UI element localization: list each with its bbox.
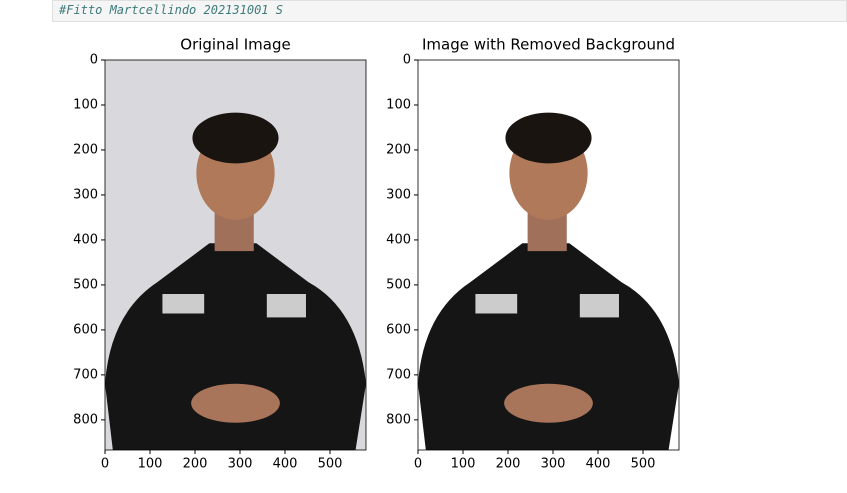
hair [192,112,279,164]
axes-title: Original Image [180,36,290,54]
x-tick-label: 400 [586,457,611,472]
person [418,112,679,450]
y-tick-label: 400 [386,232,411,247]
y-tick-label: 700 [386,367,411,382]
x-tick-label: 0 [414,457,422,472]
y-tick-label: 700 [73,367,98,382]
x-tick-label: 200 [496,457,521,472]
x-tick-label: 500 [631,457,656,472]
hair [505,112,592,164]
logo [579,294,619,318]
y-tick-label: 300 [386,187,411,202]
y-tick-label: 400 [73,232,98,247]
logo [266,294,306,318]
axes-frame [104,59,367,451]
y-tick-label: 600 [386,322,411,337]
axes-title: Image with Removed Background [422,36,675,54]
y-tick-label: 800 [386,412,411,427]
logo [475,294,518,314]
y-tick-label: 500 [386,277,411,292]
logo [162,294,205,314]
x-tick-label: 400 [273,457,298,472]
y-tick-label: 300 [73,187,98,202]
y-tick-label: 100 [386,97,411,112]
hands [504,383,593,423]
y-tick-label: 0 [403,53,411,68]
x-tick-label: 300 [228,457,253,472]
x-tick-label: 300 [541,457,566,472]
person [105,112,366,450]
y-tick-label: 100 [73,97,98,112]
x-tick-label: 200 [183,457,208,472]
y-tick-label: 600 [73,322,98,337]
y-tick-label: 800 [73,412,98,427]
x-tick-label: 100 [138,457,163,472]
y-tick-label: 500 [73,277,98,292]
y-tick-label: 200 [73,142,98,157]
axes-frame [417,59,680,451]
x-tick-label: 0 [101,457,109,472]
code-cell[interactable]: #Fitto Martcellindo 202131001 S [52,0,847,22]
y-tick-label: 0 [90,53,98,68]
code-line: #Fitto Martcellindo 202131001 S [59,3,283,17]
x-tick-label: 100 [451,457,476,472]
hands [191,383,280,423]
x-tick-label: 500 [318,457,343,472]
y-tick-label: 200 [386,142,411,157]
